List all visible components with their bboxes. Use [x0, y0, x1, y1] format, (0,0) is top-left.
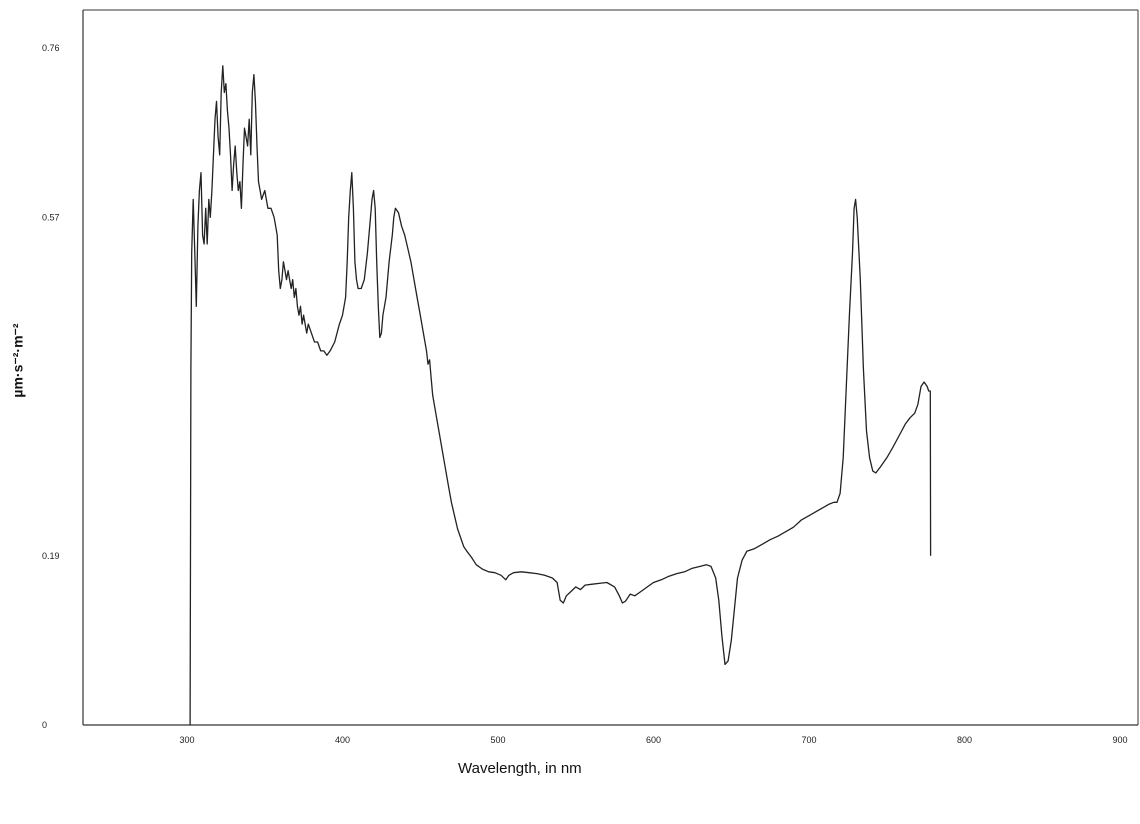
axes [82, 9, 1139, 726]
x-tick-label: 800 [957, 735, 972, 745]
x-tick-label: 500 [490, 735, 505, 745]
y-tick-label: 0.19 [42, 551, 60, 561]
x-tick-label: 900 [1112, 735, 1127, 745]
y-axis-label: µm·s⁻²·m⁻² [9, 322, 26, 398]
x-tick-label: 700 [801, 735, 816, 745]
series-layer [189, 65, 932, 726]
spectrum-series-line [189, 65, 932, 726]
x-axis-label: Wavelength, in nm [458, 760, 582, 777]
x-tick-label: 300 [179, 735, 194, 745]
tick-labels: 300 400 500 600 700 800 900 0 0.19 0.57 0.76 [42, 43, 1128, 745]
y-tick-label: 0.57 [42, 212, 60, 222]
y-axis-label-box: µm·s⁻²·m⁻² [4, 260, 32, 460]
y-tick-label: 0 [42, 720, 47, 730]
x-tick-label: 400 [335, 735, 350, 745]
x-tick-label: 600 [646, 735, 661, 745]
y-tick-label: 0.76 [42, 43, 60, 53]
